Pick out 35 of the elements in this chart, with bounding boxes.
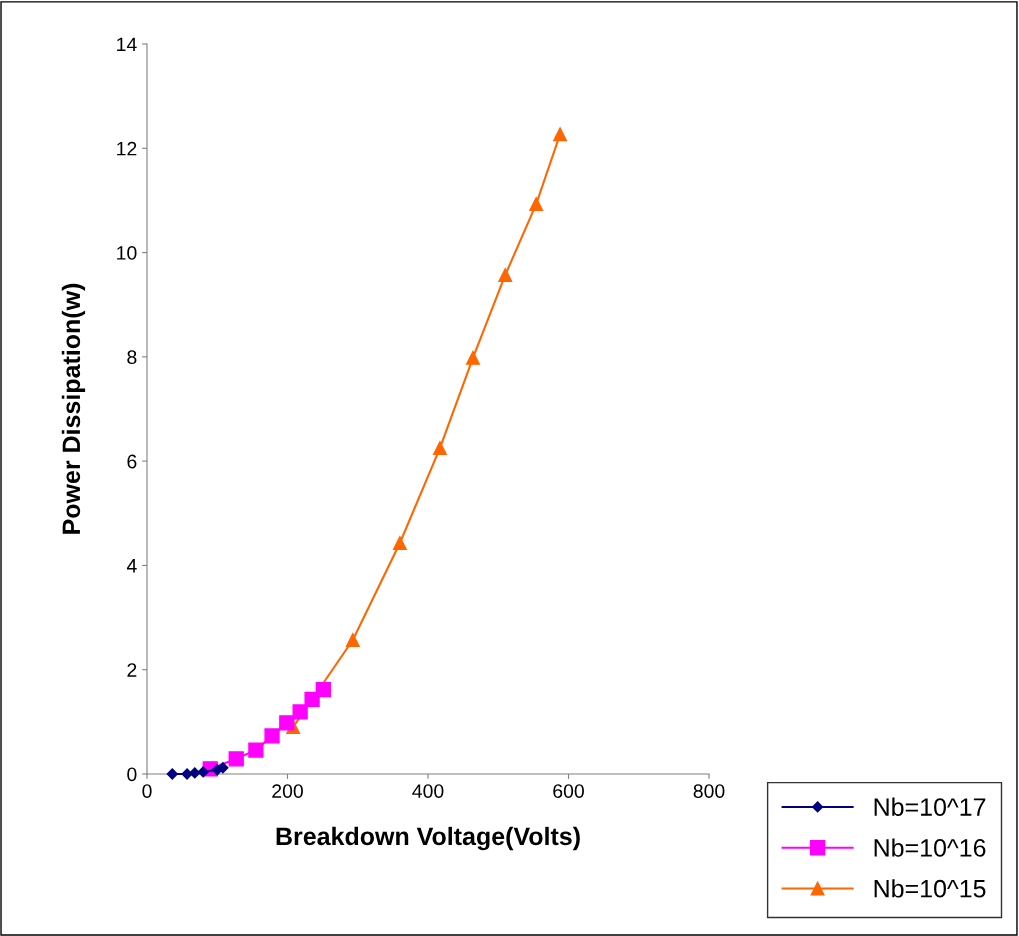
point [529,197,544,212]
x-tick-label: 0 [142,784,152,798]
x-tick-label: 200 [272,784,303,798]
x-tick-label: 800 [693,784,725,798]
y-tick-label: 10 [117,246,137,260]
point [248,742,264,758]
y-tick-label: 4 [126,559,137,573]
point [189,767,201,779]
point [228,751,244,767]
point [392,536,407,550]
y-tick-label: 8 [127,350,137,365]
point [345,633,360,647]
point [498,268,513,282]
legend-label: Nb=10^17 [874,797,986,816]
point [553,127,568,142]
point [279,715,295,731]
point [432,441,447,456]
legend-label: Nb=10^15 [874,879,986,898]
legend-label: Nb=10^16 [874,838,986,857]
point [315,681,331,698]
point [264,728,280,744]
y-tick-label: 14 [117,37,137,52]
y-tick-label: 6 [127,454,137,469]
point [304,691,320,708]
point [292,704,308,720]
x-axis-title: Breakdown Voltage(Volts) [276,826,580,851]
y-tick-label: 2 [127,663,137,677]
point [197,766,209,778]
x-tick-label: 600 [553,784,584,798]
y-tick-label: 12 [117,141,137,156]
y-axis-title: Power Dissipation(w) [61,283,86,534]
point [166,768,178,780]
x-tick-label: 400 [412,784,444,798]
y-tick-label: 0 [127,767,137,782]
point [466,350,480,365]
